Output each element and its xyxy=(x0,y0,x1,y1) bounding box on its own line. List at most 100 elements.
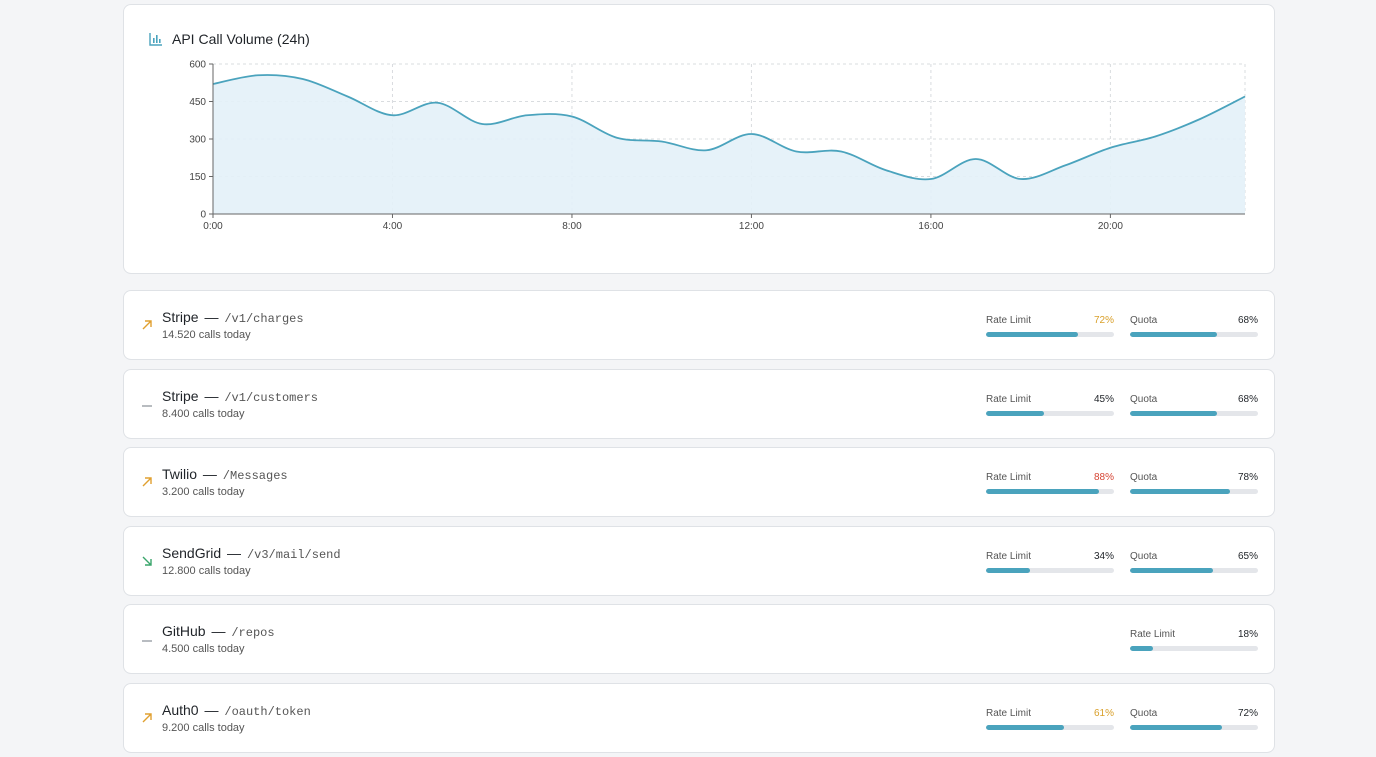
meter-fill xyxy=(1130,332,1218,337)
api-endpoint-path: /v1/charges xyxy=(224,312,304,326)
api-endpoint-path: /Messages xyxy=(222,469,288,483)
chart-title: API Call Volume (24h) xyxy=(172,31,310,47)
meter-value: 68% xyxy=(1237,315,1258,326)
meter-value: 34% xyxy=(1093,551,1114,562)
meter-fill xyxy=(986,332,1079,337)
separator: — xyxy=(227,545,242,561)
meter-label: Quota xyxy=(1130,551,1158,562)
trend-flat-icon xyxy=(142,640,152,642)
api-calls-today: 9.200 calls today xyxy=(162,722,245,734)
meter-label: Rate Limit xyxy=(986,708,1032,719)
api-provider-name: Stripe xyxy=(162,388,199,404)
meter-fill xyxy=(1130,568,1214,573)
separator: — xyxy=(202,466,217,482)
meter-track xyxy=(1130,568,1258,573)
api-calls-today: 12.800 calls today xyxy=(162,565,251,577)
api-row[interactable]: Twilio — /Messages 3.200 calls today Rate … xyxy=(123,447,1275,517)
api-provider-name: GitHub xyxy=(162,623,206,639)
api-endpoint-path: /v3/mail/send xyxy=(246,548,341,562)
meter-fill xyxy=(1130,411,1218,416)
api-calls-today: 14.520 calls today xyxy=(162,329,251,341)
meter-track xyxy=(986,489,1114,494)
meter-fill xyxy=(1130,489,1230,494)
meter-track xyxy=(986,725,1114,730)
meter-value: 18% xyxy=(1237,629,1258,640)
chart-card: API Call Volume (24h) 0 150 300 450 600 0:00 4… xyxy=(123,4,1275,274)
x-tick-label: 16:00 xyxy=(918,221,943,232)
api-calls-today: 3.200 calls today xyxy=(162,486,245,498)
api-title: GitHub — /repos xyxy=(162,623,275,640)
y-tick-label: 600 xyxy=(189,60,206,71)
separator: — xyxy=(204,309,219,325)
api-row[interactable]: Auth0 — /oauth/token 9.200 calls today Rat… xyxy=(123,683,1275,753)
api-title: Stripe — /v1/charges xyxy=(162,309,304,326)
y-tick-label: 150 xyxy=(189,172,206,183)
meter-label: Quota xyxy=(1130,472,1158,483)
meter-value: 45% xyxy=(1093,394,1114,405)
api-calls-today: 4.500 calls today xyxy=(162,643,245,655)
meter-label: Quota xyxy=(1130,394,1158,405)
api-row[interactable]: SendGrid — /v3/mail/send 12.800 calls tod… xyxy=(123,526,1275,596)
api-calls-today: 8.400 calls today xyxy=(162,408,245,420)
api-volume-chart: 0 150 300 450 600 0:00 4:00 8:00 12:00 16:00 20:00 xyxy=(189,60,1246,232)
x-tick-label: 8:00 xyxy=(562,221,582,232)
trend-flat-icon xyxy=(142,405,152,407)
meter-value: 72% xyxy=(1237,708,1258,719)
api-row[interactable]: Stripe — /v1/customers 8.400 calls today R… xyxy=(123,369,1275,439)
meter-label: Quota xyxy=(1130,315,1158,326)
meter-fill xyxy=(986,411,1044,416)
meter-track xyxy=(986,332,1114,337)
meter-label: Rate Limit xyxy=(986,472,1032,483)
separator: — xyxy=(204,388,219,404)
meter-label: Quota xyxy=(1130,708,1158,719)
meter-fill xyxy=(986,725,1065,730)
api-endpoint-path: /repos xyxy=(231,626,275,640)
meter-value: 65% xyxy=(1237,551,1258,562)
meter-fill xyxy=(1130,725,1223,730)
y-tick-label: 300 xyxy=(189,135,206,146)
bar-chart-icon xyxy=(149,33,162,46)
x-tick-label: 4:00 xyxy=(383,221,403,232)
api-provider-name: Auth0 xyxy=(162,702,199,718)
meter-track xyxy=(986,568,1114,573)
meter-track xyxy=(1130,489,1258,494)
trend-up-icon xyxy=(142,477,152,487)
api-provider-name: Twilio xyxy=(162,466,198,482)
meter-value: 68% xyxy=(1237,394,1258,405)
api-row[interactable]: GitHub — /repos 4.500 calls today Rate Lim… xyxy=(123,604,1275,674)
api-title: Twilio — /Messages xyxy=(162,466,288,483)
api-provider-name: Stripe xyxy=(162,309,199,325)
separator: — xyxy=(204,702,219,718)
api-title: Stripe — /v1/customers xyxy=(162,388,318,405)
api-endpoint-path: /v1/customers xyxy=(224,391,318,405)
trend-up-icon xyxy=(142,320,152,330)
meter-fill xyxy=(1130,646,1154,651)
meter-track xyxy=(1130,646,1258,651)
meter-label: Rate Limit xyxy=(986,315,1032,326)
area-fill xyxy=(213,74,1245,214)
y-tick-label: 450 xyxy=(189,97,206,108)
y-tick-label: 0 xyxy=(200,210,206,221)
meter-track xyxy=(1130,332,1258,337)
api-row[interactable]: Stripe — /v1/charges 14.520 calls today Ra… xyxy=(123,290,1275,360)
meter-label: Rate Limit xyxy=(986,551,1032,562)
api-provider-name: SendGrid xyxy=(162,545,222,561)
meter-label: Rate Limit xyxy=(1130,629,1176,640)
series-line xyxy=(212,74,1246,181)
meter-value: 88% xyxy=(1093,472,1114,483)
meter-value: 61% xyxy=(1093,708,1114,719)
api-endpoint-path: /oauth/token xyxy=(224,705,311,719)
meter-fill xyxy=(986,568,1030,573)
meter-track xyxy=(986,411,1114,416)
meter-track xyxy=(1130,411,1258,416)
separator: — xyxy=(211,623,226,639)
meter-value: 78% xyxy=(1237,472,1258,483)
api-title: Auth0 — /oauth/token xyxy=(162,702,311,719)
trend-up-icon xyxy=(142,713,152,723)
meter-label: Rate Limit xyxy=(986,394,1032,405)
x-tick-label: 0:00 xyxy=(203,221,223,232)
x-tick-label: 20:00 xyxy=(1098,221,1123,232)
meter-fill xyxy=(986,489,1099,494)
api-title: SendGrid — /v3/mail/send xyxy=(162,545,341,562)
meter-value: 72% xyxy=(1093,315,1114,326)
